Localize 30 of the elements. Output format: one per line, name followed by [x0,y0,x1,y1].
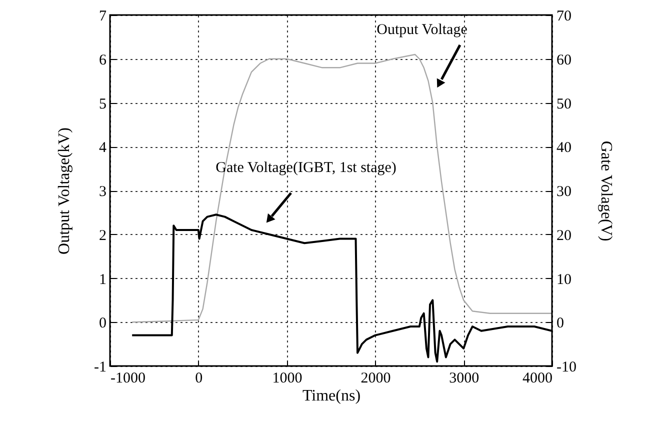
x-tick-label: 2000 [360,370,391,386]
x-tick-label: -1000 [110,370,146,386]
x-tick-label: 4000 [522,370,552,386]
line-series [132,54,552,323]
y-tick-label: 4 [99,140,107,156]
y-tick-label: 7 [99,8,107,24]
x-axis-title: Time(ns) [302,388,361,404]
x-tick-label: 0 [195,370,203,386]
y-tick-label: -1 [94,360,106,376]
x-tick-label: 3000 [449,370,480,386]
y2-tick-label: 0 [556,316,564,332]
y2-tick-label: 10 [556,272,572,288]
y2-tick-label: 40 [556,140,572,156]
y2-tick-label: 30 [556,184,572,200]
y2-tick-label: 20 [556,228,572,244]
y-tick-label: 3 [99,184,106,200]
y2-tick-label: 60 [556,52,572,68]
y-tick-label: 2 [99,228,106,244]
y-axis-title: Output Voltage(kV) [56,128,74,254]
y2-tick-label: -10 [556,360,576,376]
y-tick-label: 5 [99,96,106,112]
y-tick-label: 1 [99,272,106,288]
y2-tick-label: 50 [556,96,572,112]
y-tick-label: 0 [99,316,106,332]
y2-axis-title: Gate Volage(V) [597,140,614,242]
annotation: Gate Voltage(IGBT, 1st stage) [216,160,396,176]
y2-tick-label: 70 [556,8,572,24]
y-tick-label: 6 [99,52,107,68]
x-tick-label: 1000 [272,370,302,386]
annotation: Output Voltage [376,22,468,38]
